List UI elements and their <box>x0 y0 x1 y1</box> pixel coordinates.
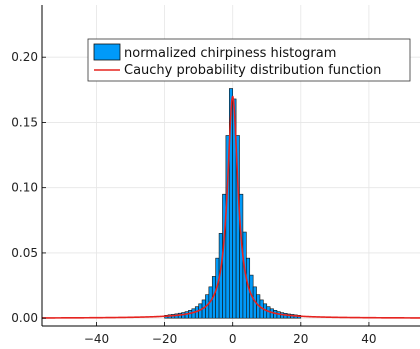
tick-labels: −40 −20 0 20 40 0.00 0.05 0.10 0.15 0.20 <box>11 50 376 346</box>
axes <box>41 5 420 327</box>
x-tick-label: −40 <box>84 332 109 346</box>
y-tick-label: 0.10 <box>11 181 38 195</box>
x-tick-label: −20 <box>152 332 177 346</box>
legend-hist-swatch <box>93 43 121 61</box>
legend-pdf-label: Cauchy probability distribution function <box>124 63 381 78</box>
y-tick-label: 0.05 <box>11 246 38 260</box>
x-tick-label: 20 <box>293 332 308 346</box>
y-tick-label: 0.20 <box>11 50 38 64</box>
histogram-bars <box>164 88 302 319</box>
x-tick-label: 40 <box>361 332 376 346</box>
pdf-curve-group <box>42 95 420 319</box>
pdf-curve <box>42 95 420 319</box>
legend: normalized chirpiness histogram Cauchy p… <box>87 38 411 82</box>
legend-box <box>87 38 411 82</box>
legend-hist-label: normalized chirpiness histogram <box>124 46 336 61</box>
x-tick-label: 0 <box>229 332 237 346</box>
y-tick-label: 0.00 <box>11 311 38 325</box>
y-tick-label: 0.15 <box>11 115 38 129</box>
